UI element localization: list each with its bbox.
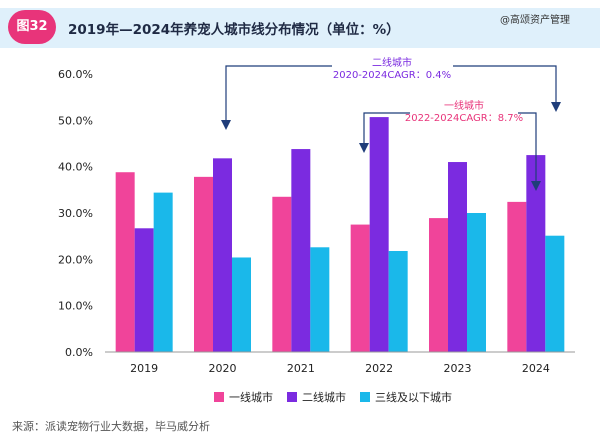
legend: 一线城市 二线城市 三线及以下城市 bbox=[214, 390, 452, 404]
bar-2019-series-2 bbox=[153, 192, 173, 352]
y-axis-ticks: 0.0% 10.0% 20.0% 30.0% 40.0% 50.0% 60.0% bbox=[58, 68, 93, 359]
bar-2021-series-1 bbox=[291, 149, 311, 352]
annotation-tier1: 一线城市 2022-2024CAGR：8.7% bbox=[359, 99, 541, 191]
bar-series bbox=[115, 117, 565, 352]
y-tick-label: 40.0% bbox=[58, 161, 93, 174]
x-tick-label: 2020 bbox=[209, 362, 237, 375]
legend-label-tier3: 三线及以下城市 bbox=[375, 390, 452, 404]
y-tick-label: 50.0% bbox=[58, 114, 93, 127]
x-tick-label: 2024 bbox=[522, 362, 550, 375]
figure-title: 2019年—2024年养宠人城市线分布情况（单位：%） bbox=[68, 22, 400, 38]
bar-2023-series-0 bbox=[429, 218, 448, 352]
watermark: @高颂资产管理 bbox=[500, 15, 570, 26]
bar-2019-series-1 bbox=[134, 228, 154, 352]
bar-2022-series-0 bbox=[350, 224, 370, 352]
x-tick-label: 2022 bbox=[365, 362, 393, 375]
bar-2021-series-0 bbox=[272, 196, 292, 352]
y-tick-label: 60.0% bbox=[58, 68, 93, 81]
arrowhead-2024-mid bbox=[531, 181, 541, 191]
bar-2020-series-0 bbox=[194, 176, 213, 352]
annotation-tier2-line1: 二线城市 bbox=[372, 56, 412, 69]
annotation-tier2-line2: 2020-2024CAGR：0.4% bbox=[333, 70, 451, 81]
bar-2019-series-0 bbox=[115, 172, 135, 352]
bar-2022-series-1 bbox=[369, 117, 389, 352]
y-tick-label: 30.0% bbox=[58, 207, 93, 220]
annotation-tier1-line2: 2022-2024CAGR：8.7% bbox=[405, 113, 523, 124]
legend-swatch-tier3 bbox=[360, 392, 370, 402]
annotation-tier1-bracket bbox=[363, 112, 410, 145]
bar-2020-series-2 bbox=[232, 257, 251, 352]
legend-label-tier1: 一线城市 bbox=[229, 390, 273, 404]
legend-swatch-tier2 bbox=[287, 392, 297, 402]
y-tick-label: 0.0% bbox=[65, 346, 93, 359]
x-tick-label: 2019 bbox=[130, 362, 158, 375]
arrowhead-2020 bbox=[221, 120, 231, 130]
annotation-tier2: 二线城市 2020-2024CAGR：0.4% bbox=[221, 56, 561, 130]
bar-2024-series-1 bbox=[526, 155, 546, 352]
bar-2023-series-1 bbox=[448, 162, 467, 352]
figure-header bbox=[0, 8, 600, 48]
bar-2021-series-2 bbox=[310, 247, 330, 352]
bar-2023-series-2 bbox=[467, 213, 486, 352]
annotation-tier2-bracket-right bbox=[453, 65, 557, 104]
x-tick-label: 2021 bbox=[287, 362, 315, 375]
x-tick-label: 2023 bbox=[444, 362, 472, 375]
arrowhead-2024-top bbox=[551, 102, 561, 112]
annotation-tier1-line1: 一线城市 bbox=[444, 99, 484, 112]
bar-2024-series-0 bbox=[507, 201, 527, 352]
bar-2022-series-2 bbox=[388, 250, 408, 352]
y-tick-label: 10.0% bbox=[58, 300, 93, 313]
source-note: 来源：派读宠物行业大数据，毕马威分析 bbox=[12, 420, 210, 433]
legend-swatch-tier1 bbox=[214, 392, 224, 402]
legend-label-tier2: 二线城市 bbox=[302, 390, 346, 404]
bar-2020-series-1 bbox=[213, 158, 232, 352]
x-axis-labels: 2019 2020 2021 2022 2023 2024 bbox=[130, 362, 550, 375]
figure-number-badge: 图32 bbox=[8, 10, 56, 44]
arrowhead-2022 bbox=[359, 143, 369, 153]
annotation-tier1-bracket-right bbox=[518, 112, 537, 183]
annotation-tier2-bracket bbox=[225, 65, 332, 122]
bar-2024-series-2 bbox=[545, 235, 565, 352]
y-tick-label: 20.0% bbox=[58, 253, 93, 266]
